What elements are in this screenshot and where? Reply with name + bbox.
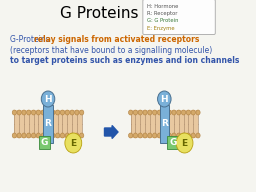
Text: relay signals from activated receptors: relay signals from activated receptors bbox=[34, 35, 199, 44]
Circle shape bbox=[65, 133, 69, 138]
Bar bbox=[39, 136, 50, 149]
Circle shape bbox=[65, 110, 69, 115]
Text: G-Proteins: G-Proteins bbox=[10, 35, 52, 44]
Circle shape bbox=[75, 110, 79, 115]
Text: G: G Protein: G: G Protein bbox=[147, 18, 179, 23]
Circle shape bbox=[143, 133, 147, 138]
Bar bbox=[131, 110, 198, 138]
Text: R: R bbox=[45, 119, 51, 128]
Circle shape bbox=[191, 133, 195, 138]
Bar bbox=[14, 110, 82, 138]
Circle shape bbox=[182, 110, 186, 115]
Circle shape bbox=[46, 110, 50, 115]
Text: R: R bbox=[161, 119, 168, 128]
FancyBboxPatch shape bbox=[143, 0, 215, 35]
Text: (receptors that have bound to a signalling molecule): (receptors that have bound to a signalli… bbox=[10, 46, 212, 55]
Circle shape bbox=[70, 133, 74, 138]
Circle shape bbox=[143, 110, 147, 115]
Circle shape bbox=[172, 133, 176, 138]
Circle shape bbox=[12, 110, 16, 115]
Text: E: E bbox=[182, 138, 188, 147]
Circle shape bbox=[51, 133, 55, 138]
Circle shape bbox=[80, 110, 84, 115]
Circle shape bbox=[56, 133, 60, 138]
Circle shape bbox=[80, 133, 84, 138]
Circle shape bbox=[196, 133, 200, 138]
Circle shape bbox=[148, 133, 152, 138]
Text: H: H bbox=[161, 94, 168, 103]
Circle shape bbox=[129, 133, 133, 138]
Circle shape bbox=[46, 133, 50, 138]
Circle shape bbox=[31, 133, 36, 138]
Circle shape bbox=[22, 110, 26, 115]
Circle shape bbox=[167, 133, 171, 138]
Text: to target proteins such as enzymes and ion channels: to target proteins such as enzymes and i… bbox=[10, 56, 239, 65]
Circle shape bbox=[36, 110, 40, 115]
Circle shape bbox=[27, 133, 31, 138]
Circle shape bbox=[65, 133, 82, 153]
Circle shape bbox=[31, 110, 36, 115]
Circle shape bbox=[60, 133, 65, 138]
Circle shape bbox=[17, 110, 21, 115]
Circle shape bbox=[191, 110, 195, 115]
Circle shape bbox=[70, 110, 74, 115]
Circle shape bbox=[172, 110, 176, 115]
Circle shape bbox=[41, 133, 45, 138]
Circle shape bbox=[75, 133, 79, 138]
Circle shape bbox=[60, 110, 65, 115]
Circle shape bbox=[148, 110, 152, 115]
Circle shape bbox=[138, 133, 142, 138]
Circle shape bbox=[158, 91, 171, 107]
Circle shape bbox=[51, 110, 55, 115]
Circle shape bbox=[153, 110, 157, 115]
Circle shape bbox=[27, 110, 31, 115]
Circle shape bbox=[22, 133, 26, 138]
Circle shape bbox=[177, 133, 181, 138]
Circle shape bbox=[12, 133, 16, 138]
FancyArrow shape bbox=[104, 126, 118, 138]
Circle shape bbox=[56, 110, 60, 115]
Text: E: E bbox=[70, 138, 76, 147]
Circle shape bbox=[17, 133, 21, 138]
Circle shape bbox=[133, 110, 137, 115]
Circle shape bbox=[138, 110, 142, 115]
Circle shape bbox=[177, 110, 181, 115]
Text: G: G bbox=[169, 138, 176, 147]
Text: G: G bbox=[41, 138, 48, 147]
Circle shape bbox=[196, 110, 200, 115]
Circle shape bbox=[162, 110, 166, 115]
Bar bbox=[160, 105, 169, 143]
Circle shape bbox=[129, 110, 133, 115]
Circle shape bbox=[41, 110, 45, 115]
Circle shape bbox=[167, 110, 171, 115]
Text: R: Receptor: R: Receptor bbox=[147, 11, 178, 16]
Circle shape bbox=[133, 133, 137, 138]
Text: H: H bbox=[44, 94, 52, 103]
Circle shape bbox=[186, 133, 190, 138]
Circle shape bbox=[162, 133, 166, 138]
Bar bbox=[44, 105, 53, 143]
Circle shape bbox=[41, 91, 55, 107]
Text: E: Enzyme: E: Enzyme bbox=[147, 26, 175, 31]
Text: H: Hormone: H: Hormone bbox=[147, 4, 179, 9]
Circle shape bbox=[157, 133, 162, 138]
Circle shape bbox=[186, 110, 190, 115]
Circle shape bbox=[176, 133, 193, 153]
Text: G Proteins: G Proteins bbox=[60, 7, 139, 22]
Circle shape bbox=[153, 133, 157, 138]
Circle shape bbox=[182, 133, 186, 138]
Circle shape bbox=[157, 110, 162, 115]
Bar bbox=[167, 136, 178, 149]
Circle shape bbox=[36, 133, 40, 138]
